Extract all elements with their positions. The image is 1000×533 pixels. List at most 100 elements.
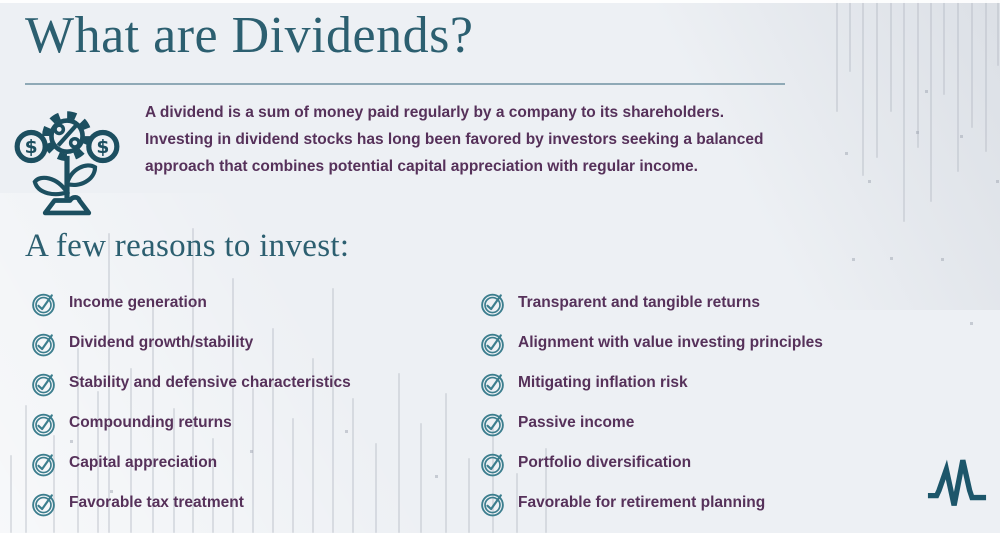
decorative-dot [868,180,871,183]
reason-label: Mitigating inflation risk [518,374,688,391]
decorative-line [930,0,932,202]
decorative-line [332,288,334,533]
decorative-line [849,0,851,72]
reason-label: Capital appreciation [69,454,218,471]
decorative-line [130,368,132,533]
decorative-line [352,398,354,533]
decorative-line [212,438,214,533]
pulse-m-logo [926,455,988,513]
reason-label: Transparent and tangible returns [518,294,761,311]
decorative-line [192,228,194,533]
decorative-dot [345,430,348,433]
svg-text:$: $ [96,137,109,158]
decorative-line [97,391,99,533]
decorative-line [903,0,905,222]
decorative-dot [110,490,113,493]
check-circle-icon [30,290,57,317]
decorative-line [312,358,314,533]
reasons-column-right: Transparent and tangible returns Alignme… [479,283,959,523]
decorative-line [985,0,987,152]
decorative-dot [916,131,919,134]
decorative-dot [970,322,973,325]
decorative-dot [250,450,253,453]
list-item: Alignment with value investing principle… [479,323,959,363]
reason-label: Compounding returns [69,414,232,431]
list-item: Mitigating inflation risk [479,363,959,403]
decorative-line [862,0,864,176]
check-circle-icon [479,290,506,317]
reason-label: Favorable tax treatment [69,494,244,511]
check-circle-icon [30,370,57,397]
decorative-line [53,435,55,533]
decorative-line [890,0,892,112]
decorative-line [108,233,110,533]
decorative-line [876,0,878,158]
check-circle-icon [479,450,506,477]
decorative-line [398,373,400,533]
decorative-line [836,0,838,112]
reasons-column-left: Income generation Dividend growth/stabil… [30,283,450,523]
reason-label: Favorable for retirement planning [518,494,766,511]
list-item: Compounding returns [30,403,450,443]
decorative-dot [435,475,438,478]
background-wedge-top-right [570,0,1000,310]
decorative-dot [890,257,893,260]
decorative-line [516,473,518,533]
decorative-line [445,393,447,533]
reason-label: Stability and defensive characteristics [69,374,351,391]
decorative-line [173,408,175,533]
check-circle-icon [30,490,57,517]
decorative-line [943,0,945,95]
reason-label: Passive income [518,414,635,431]
list-item: Favorable for retirement planning [479,483,959,523]
decorative-dot [996,180,999,183]
list-item: Portfolio diversification [479,443,959,483]
decorative-dot [852,258,855,261]
decorative-line [272,328,274,533]
list-item: Capital appreciation [30,443,450,483]
decorative-line [25,405,27,533]
list-item: Dividend growth/stability [30,323,450,363]
title-divider [25,83,785,85]
list-item: Income generation [30,283,450,323]
intro-text: A dividend is a sum of money paid regula… [145,104,764,175]
decorative-line [420,423,422,533]
decorative-line [971,0,973,128]
top-edge-highlight [0,0,1000,3]
list-item: Favorable tax treatment [30,483,450,523]
list-item: Stability and defensive characteristics [30,363,450,403]
check-circle-icon [479,490,506,517]
reason-label: Income generation [69,294,207,311]
decorative-dot [925,90,928,93]
decorative-line [492,428,494,533]
check-circle-icon [479,370,506,397]
check-circle-icon [30,410,57,437]
decorative-dot [941,258,944,261]
decorative-line [545,448,547,533]
reason-label: Alignment with value investing principle… [518,334,823,351]
background-wedge-bottom-left [0,193,560,533]
decorative-line [997,0,999,66]
svg-text:$: $ [25,137,38,158]
list-item: Transparent and tangible returns [479,283,959,323]
decorative-dot [845,152,848,155]
check-circle-icon [30,450,57,477]
reason-label: Dividend growth/stability [69,334,254,351]
check-circle-icon [479,330,506,357]
decorative-line [292,418,294,533]
decorative-line [917,0,919,148]
decorative-dot [960,135,963,138]
page-title: What are Dividends? [25,7,474,64]
decorative-dot [70,440,73,443]
decorative-line [957,0,959,172]
decorative-line [232,278,234,533]
decorative-line [152,298,154,533]
decorative-line [375,443,377,533]
decorative-line [77,348,79,533]
list-item: Passive income [479,403,959,443]
section-heading: A few reasons to invest: [25,228,350,264]
money-plant-icon: $ $ [13,101,121,219]
decorative-dot [150,425,153,428]
